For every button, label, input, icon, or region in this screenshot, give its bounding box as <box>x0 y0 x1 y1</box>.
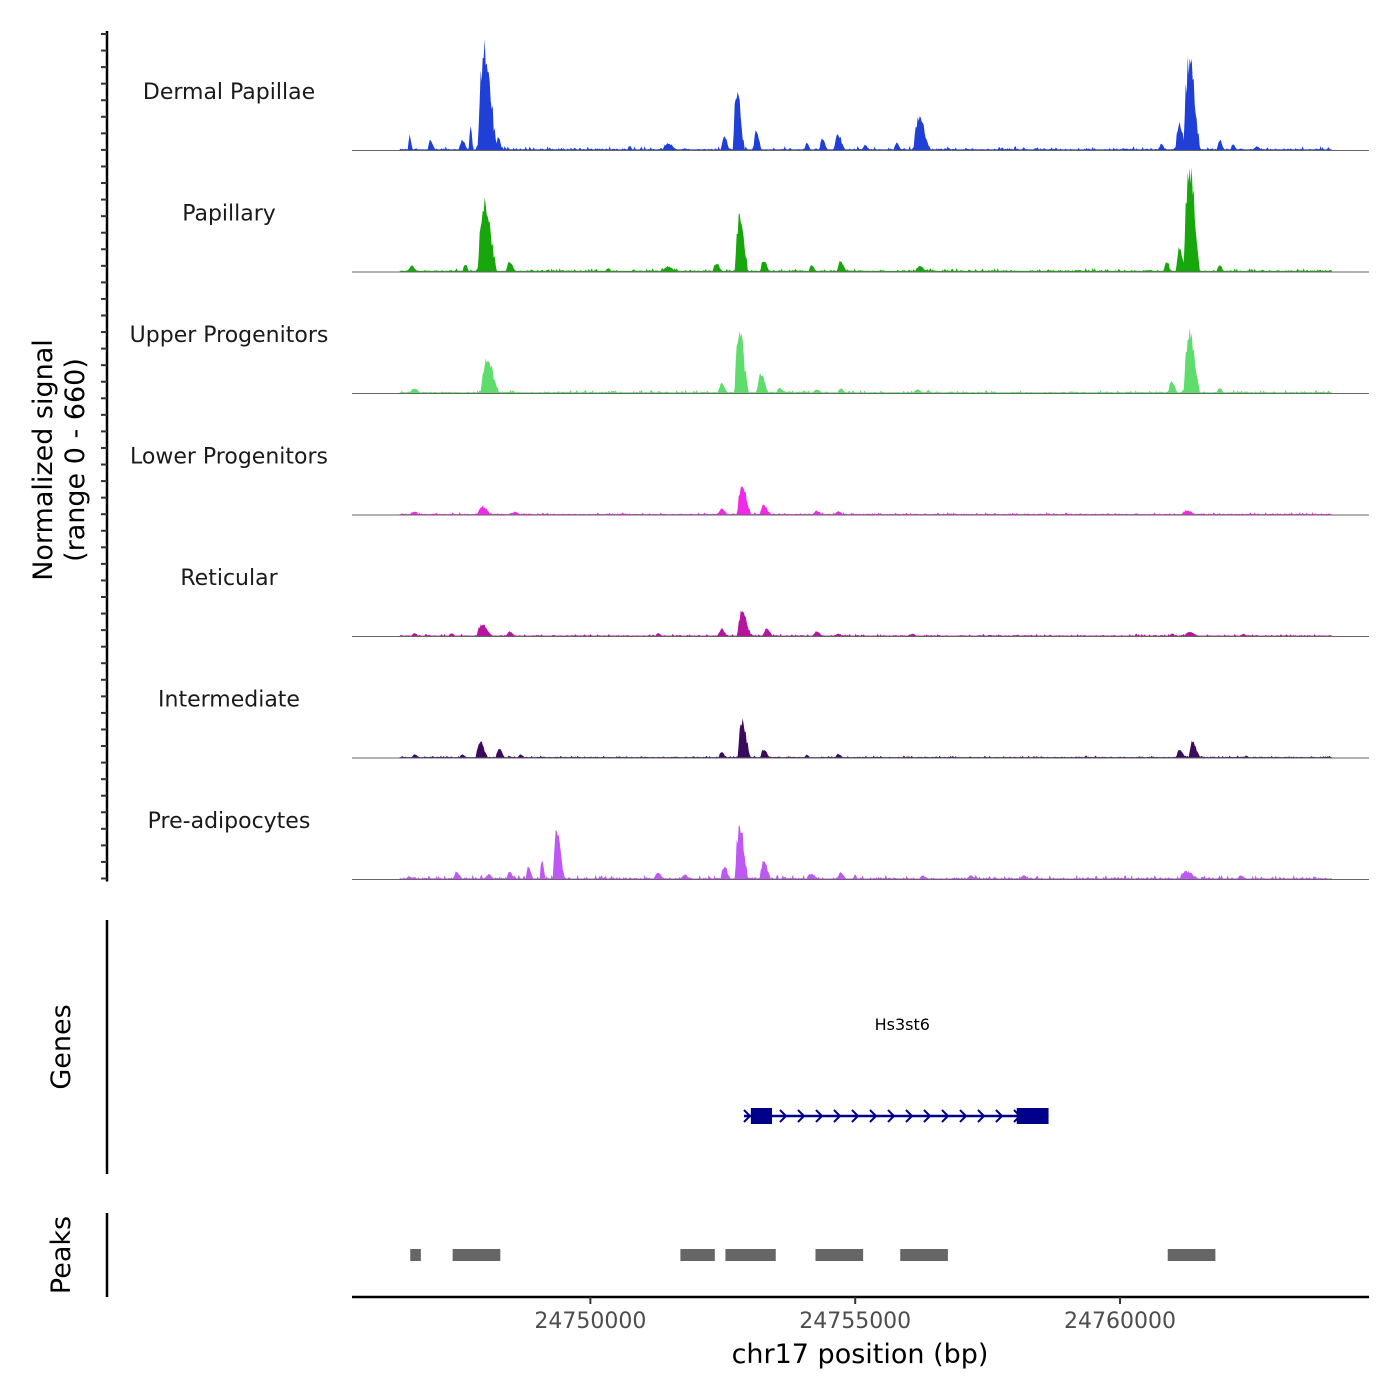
gene-label: Hs3st6 <box>875 1015 930 1034</box>
strand-arrow <box>905 1109 914 1123</box>
signal-area-reticular <box>399 610 1332 637</box>
signal-area-papillary <box>399 166 1332 272</box>
strand-arrow <box>959 1109 968 1123</box>
signal-tracks: Dermal Papillae Papillary Upper Progenitor… <box>130 38 1369 880</box>
track-label-dermal-papillae: Dermal Papillae <box>143 80 315 105</box>
exon-block <box>1016 1108 1049 1124</box>
track-label-intermediate: Intermediate <box>158 688 300 713</box>
y-axis-title-line1: Normalized signal <box>28 339 59 581</box>
x-axis-title: chr17 position (bp) <box>732 1339 989 1370</box>
gene-hs3st6: Hs3st6 <box>743 1015 1049 1124</box>
x-tick-label: 24760000 <box>1064 1309 1176 1334</box>
signal-area-pre-adipocytes <box>399 825 1332 880</box>
strand-arrow <box>743 1109 752 1123</box>
signal-area-dermal-papillae <box>399 38 1332 151</box>
signal-area-upper-progenitors <box>399 327 1332 394</box>
x-tick-label: 24750000 <box>534 1309 646 1334</box>
signal-y-axis <box>101 31 109 882</box>
strand-arrow <box>941 1109 950 1123</box>
genes-track: Genes Hs3st6 <box>46 920 1049 1174</box>
track-label-upper-progenitors: Upper Progenitors <box>130 323 329 348</box>
track-label-reticular: Reticular <box>180 566 278 591</box>
strand-arrow <box>833 1109 842 1123</box>
strand-arrow <box>851 1109 860 1123</box>
exon-block <box>750 1108 773 1124</box>
strand-arrow <box>815 1109 824 1123</box>
track-reticular: Reticular <box>180 566 1369 637</box>
peak-region <box>680 1249 715 1261</box>
signal-area-lower-progenitors <box>399 486 1332 515</box>
strand-arrow <box>977 1109 986 1123</box>
strand-arrow <box>869 1109 878 1123</box>
strand-arrow <box>995 1109 1004 1123</box>
peak-region <box>410 1249 421 1261</box>
peak-region <box>1167 1249 1216 1261</box>
track-papillary: Papillary <box>182 166 1369 273</box>
genes-track-title: Genes <box>46 1004 77 1089</box>
x-tick-label: 24755000 <box>799 1309 911 1334</box>
track-label-lower-progenitors: Lower Progenitors <box>130 445 328 470</box>
peaks-track-title: Peaks <box>46 1216 77 1294</box>
track-upper-progenitors: Upper Progenitors <box>130 323 1369 394</box>
track-lower-progenitors: Lower Progenitors <box>130 445 1369 516</box>
track-label-pre-adipocytes: Pre-adipocytes <box>148 809 311 834</box>
track-pre-adipocytes: Pre-adipocytes <box>148 809 1369 880</box>
strand-arrow <box>797 1109 806 1123</box>
peak-region <box>815 1249 864 1261</box>
strand-arrow <box>779 1109 788 1123</box>
strand-arrow <box>887 1109 896 1123</box>
track-intermediate: Intermediate <box>158 688 1369 759</box>
track-label-papillary: Papillary <box>182 202 276 227</box>
signal-area-intermediate <box>399 718 1332 758</box>
track-dermal-papillae: Dermal Papillae <box>143 38 1369 151</box>
strand-arrow <box>923 1109 932 1123</box>
x-axis: 24750000 24755000 24760000 <box>352 1295 1369 1334</box>
peak-region <box>452 1249 501 1261</box>
peaks-track: Peaks <box>46 1213 1216 1297</box>
y-axis-title-line2: (range 0 - 660) <box>60 358 91 562</box>
peak-region <box>900 1249 948 1261</box>
peak-region <box>725 1249 776 1261</box>
